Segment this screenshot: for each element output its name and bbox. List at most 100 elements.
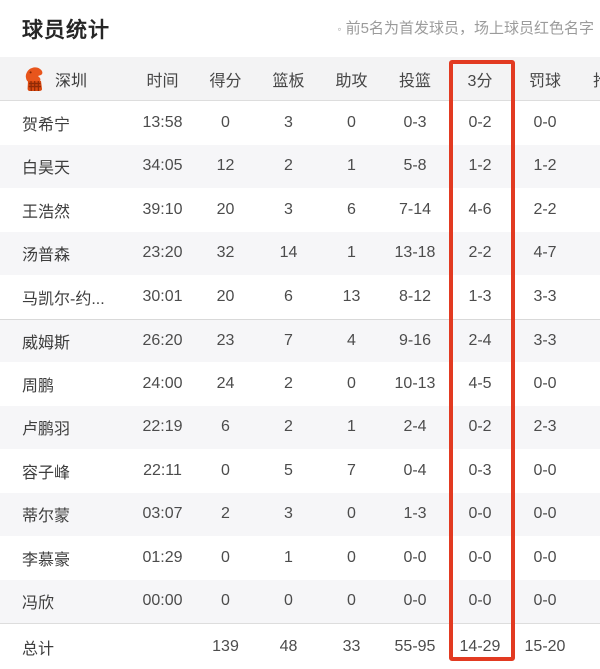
stat-points: 23 bbox=[216, 331, 235, 349]
team-logo-icon bbox=[25, 67, 43, 92]
stat-3pt: 1-3 bbox=[468, 287, 492, 305]
stat-3pt: 0-0 bbox=[468, 505, 492, 523]
stat-ft: 0-0 bbox=[533, 374, 557, 392]
table-header-row: 深圳 时间 得分 篮板 助攻 投篮 3分 罚球 抢断 bbox=[0, 57, 600, 101]
table-row: 卢鹏羽 22:19 6 2 1 2-4 0-2 2-3 bbox=[0, 405, 600, 449]
stat-fg: 7-14 bbox=[398, 200, 432, 218]
col-header-time: 时间 bbox=[146, 72, 179, 90]
player-name: 冯欣 bbox=[22, 595, 55, 613]
stat-fg: 1-3 bbox=[403, 505, 427, 523]
stat-ft: 3-3 bbox=[533, 331, 557, 349]
stat-ft: 0-0 bbox=[533, 592, 557, 610]
player-name: 马凯尔-约... bbox=[22, 290, 105, 308]
totals-points: 139 bbox=[212, 637, 239, 655]
stat-ft: 4-7 bbox=[533, 244, 557, 262]
stat-time: 26:20 bbox=[142, 331, 183, 349]
team-name: 深圳 bbox=[55, 72, 88, 90]
col-header-rebounds: 篮板 bbox=[272, 72, 305, 90]
table-row: 王浩然 39:10 20 3 6 7-14 4-6 2-2 bbox=[0, 188, 600, 232]
stat-rebounds: 0 bbox=[284, 592, 293, 610]
stat-time: 13:58 bbox=[142, 113, 183, 131]
stat-points: 12 bbox=[216, 157, 235, 175]
table-row: 容子峰 22:11 0 5 7 0-4 0-3 0-0 bbox=[0, 449, 600, 493]
stat-rebounds: 14 bbox=[279, 244, 298, 262]
stat-3pt: 0-2 bbox=[468, 418, 492, 436]
col-header-assists: 助攻 bbox=[335, 72, 368, 90]
stat-fg: 0-3 bbox=[403, 113, 427, 131]
stat-fg: 10-13 bbox=[394, 374, 436, 392]
stat-points: 6 bbox=[221, 418, 230, 436]
stat-fg: 0-0 bbox=[403, 548, 427, 566]
totals-rebounds: 48 bbox=[279, 637, 298, 655]
stat-rebounds: 1 bbox=[284, 548, 293, 566]
stat-ft: 0-0 bbox=[533, 113, 557, 131]
note-text: 前5名为首发球员，场上球员红色名字 bbox=[345, 20, 594, 37]
stat-assists: 0 bbox=[347, 374, 356, 392]
totals-3pt: 14-29 bbox=[459, 637, 501, 655]
stat-time: 22:19 bbox=[142, 418, 183, 436]
header-bar: 球员统计 ◦ 前5名为首发球员，场上球员红色名字 bbox=[0, 0, 600, 57]
stat-rebounds: 2 bbox=[284, 157, 293, 175]
player-name: 汤普森 bbox=[22, 247, 71, 265]
col-header-3pt: 3分 bbox=[467, 72, 493, 90]
stat-fg: 8-12 bbox=[398, 287, 432, 305]
player-name: 周鹏 bbox=[22, 377, 55, 395]
player-name: 白昊天 bbox=[22, 160, 71, 178]
stat-assists: 0 bbox=[347, 113, 356, 131]
stat-3pt: 0-3 bbox=[468, 461, 492, 479]
stat-assists: 0 bbox=[347, 548, 356, 566]
stat-fg: 9-16 bbox=[398, 331, 432, 349]
stat-time: 30:01 bbox=[142, 287, 183, 305]
stat-3pt: 2-4 bbox=[468, 331, 492, 349]
stat-3pt: 0-0 bbox=[468, 548, 492, 566]
player-name: 容子峰 bbox=[22, 464, 71, 482]
stat-3pt: 2-2 bbox=[468, 244, 492, 262]
stat-points: 0 bbox=[221, 113, 230, 131]
player-name: 李慕豪 bbox=[22, 551, 71, 569]
stat-ft: 0-0 bbox=[533, 461, 557, 479]
player-name: 王浩然 bbox=[22, 203, 71, 221]
stat-ft: 0-0 bbox=[533, 505, 557, 523]
player-name: 贺希宁 bbox=[22, 116, 71, 134]
totals-ft: 15-20 bbox=[524, 637, 566, 655]
stat-ft: 2-3 bbox=[533, 418, 557, 436]
player-name: 威姆斯 bbox=[22, 334, 71, 352]
note-bullet-icon: ◦ bbox=[337, 22, 342, 36]
table-row: 汤普森 23:20 32 14 1 13-18 2-2 4-7 bbox=[0, 231, 600, 275]
stat-3pt: 1-2 bbox=[468, 157, 492, 175]
player-name: 蒂尔蒙 bbox=[22, 508, 71, 526]
stat-assists: 4 bbox=[347, 331, 356, 349]
stat-points: 24 bbox=[216, 374, 235, 392]
totals-fg: 55-95 bbox=[394, 637, 436, 655]
player-name: 卢鹏羽 bbox=[22, 421, 71, 439]
stat-assists: 1 bbox=[347, 244, 356, 262]
stat-assists: 1 bbox=[347, 157, 356, 175]
stat-fg: 0-4 bbox=[403, 461, 427, 479]
stat-assists: 6 bbox=[347, 200, 356, 218]
col-header-fg: 投篮 bbox=[398, 72, 431, 90]
stat-time: 03:07 bbox=[142, 505, 183, 523]
stat-3pt: 0-2 bbox=[468, 113, 492, 131]
stat-time: 34:05 bbox=[142, 157, 183, 175]
totals-label: 总计 bbox=[22, 640, 55, 658]
col-header-steals-clipped: 抢断 bbox=[577, 67, 600, 91]
stat-assists: 0 bbox=[347, 592, 356, 610]
stat-assists: 7 bbox=[347, 461, 356, 479]
stat-ft: 1-2 bbox=[533, 157, 557, 175]
table-row: 白昊天 34:05 12 2 1 5-8 1-2 1-2 bbox=[0, 144, 600, 188]
stat-points: 0 bbox=[221, 461, 230, 479]
stat-time: 00:00 bbox=[142, 592, 183, 610]
stat-rebounds: 3 bbox=[284, 505, 293, 523]
player-stats-table: 深圳 时间 得分 篮板 助攻 投篮 3分 罚球 抢断 贺希宁 13:58 0 3… bbox=[0, 57, 600, 669]
totals-row: 总计 139 48 33 55-95 14-29 15-20 bbox=[0, 623, 600, 669]
stat-points: 0 bbox=[221, 548, 230, 566]
stat-time: 01:29 bbox=[142, 548, 183, 566]
page-title: 球员统计 bbox=[22, 19, 110, 42]
stat-fg: 0-0 bbox=[403, 592, 427, 610]
stat-time: 24:00 bbox=[142, 374, 183, 392]
table-row: 冯欣 00:00 0 0 0 0-0 0-0 0-0 bbox=[0, 579, 600, 623]
stat-points: 32 bbox=[216, 244, 235, 262]
team-header-cell: 深圳 bbox=[0, 65, 131, 92]
table-row: 周鹏 24:00 24 2 0 10-13 4-5 0-0 bbox=[0, 362, 600, 406]
stat-points: 20 bbox=[216, 200, 235, 218]
